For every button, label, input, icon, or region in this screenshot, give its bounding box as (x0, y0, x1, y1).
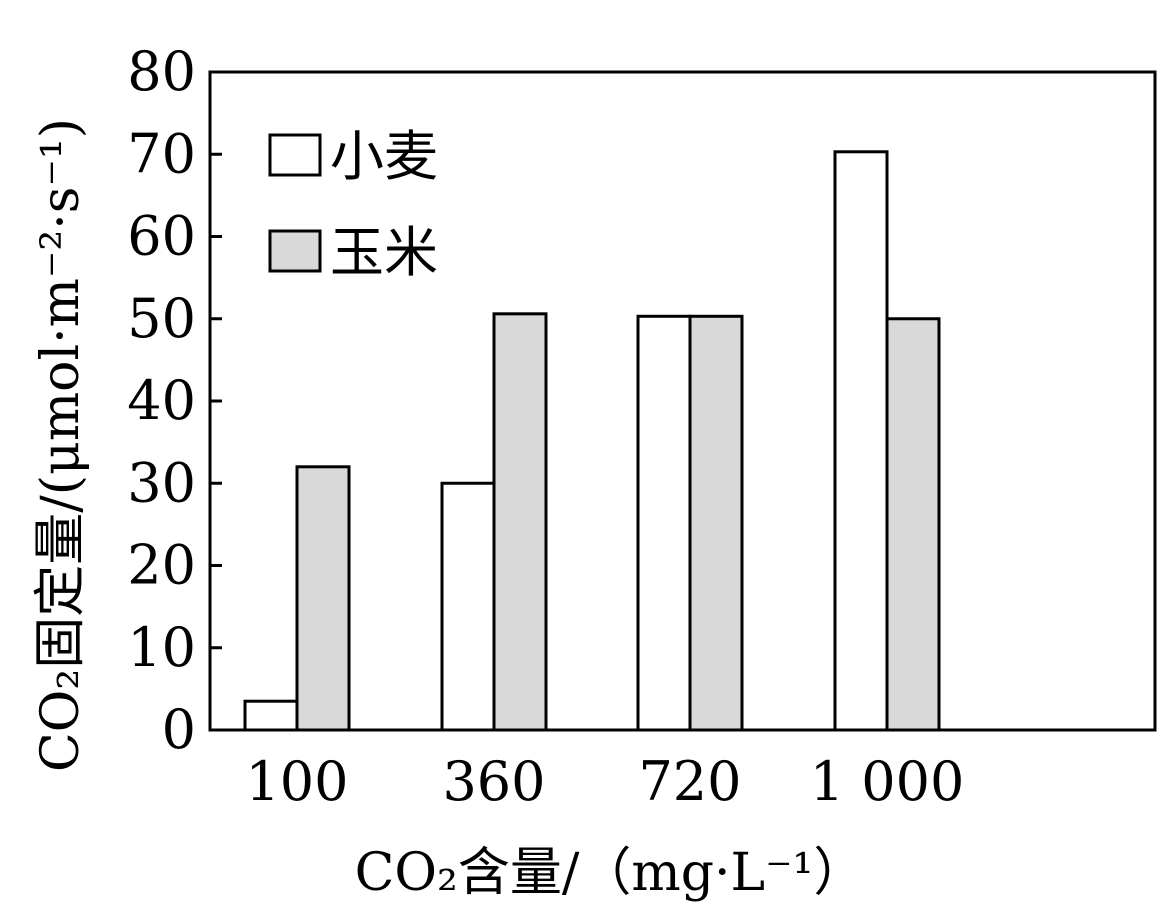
legend-swatch (268, 133, 322, 177)
x-axis-label: CO₂含量/（mg·L⁻¹） (355, 843, 866, 903)
y-axis-label: CO₂固定量/(μmol·m⁻²·s⁻¹) (31, 118, 91, 772)
y-tick-label: 10 (127, 616, 196, 679)
y-tick-label: 30 (127, 451, 196, 514)
y-tick-label: 40 (127, 369, 196, 432)
legend-swatch (268, 229, 322, 273)
bars-layer (243, 150, 941, 732)
x-tick-label: 1 000 (810, 750, 965, 813)
x-tick-label: 360 (442, 750, 545, 813)
bar-corn (295, 465, 351, 732)
x-axis: 100 360 720 1 000 (245, 750, 964, 813)
bar-wheat (833, 150, 889, 732)
y-axis: 0 10 20 30 40 50 60 70 80 (127, 40, 222, 761)
y-tick-label: 50 (127, 287, 196, 350)
bar-wheat (243, 699, 299, 732)
x-tick-label: 100 (245, 750, 348, 813)
y-tick-label: 0 (162, 698, 196, 761)
y-tick-label: 80 (127, 40, 196, 103)
y-tick-label: 70 (127, 122, 196, 185)
bar-corn (885, 317, 941, 732)
y-tick-label: 60 (127, 205, 196, 268)
bar-corn (688, 314, 744, 732)
bar-wheat (636, 314, 692, 732)
legend-label: 小麦 (330, 125, 438, 188)
x-tick-label: 720 (638, 750, 741, 813)
bar-corn (492, 312, 548, 732)
bar-wheat (440, 481, 496, 732)
y-tick-label: 20 (127, 534, 196, 597)
legend-label: 玉米 (330, 221, 438, 284)
